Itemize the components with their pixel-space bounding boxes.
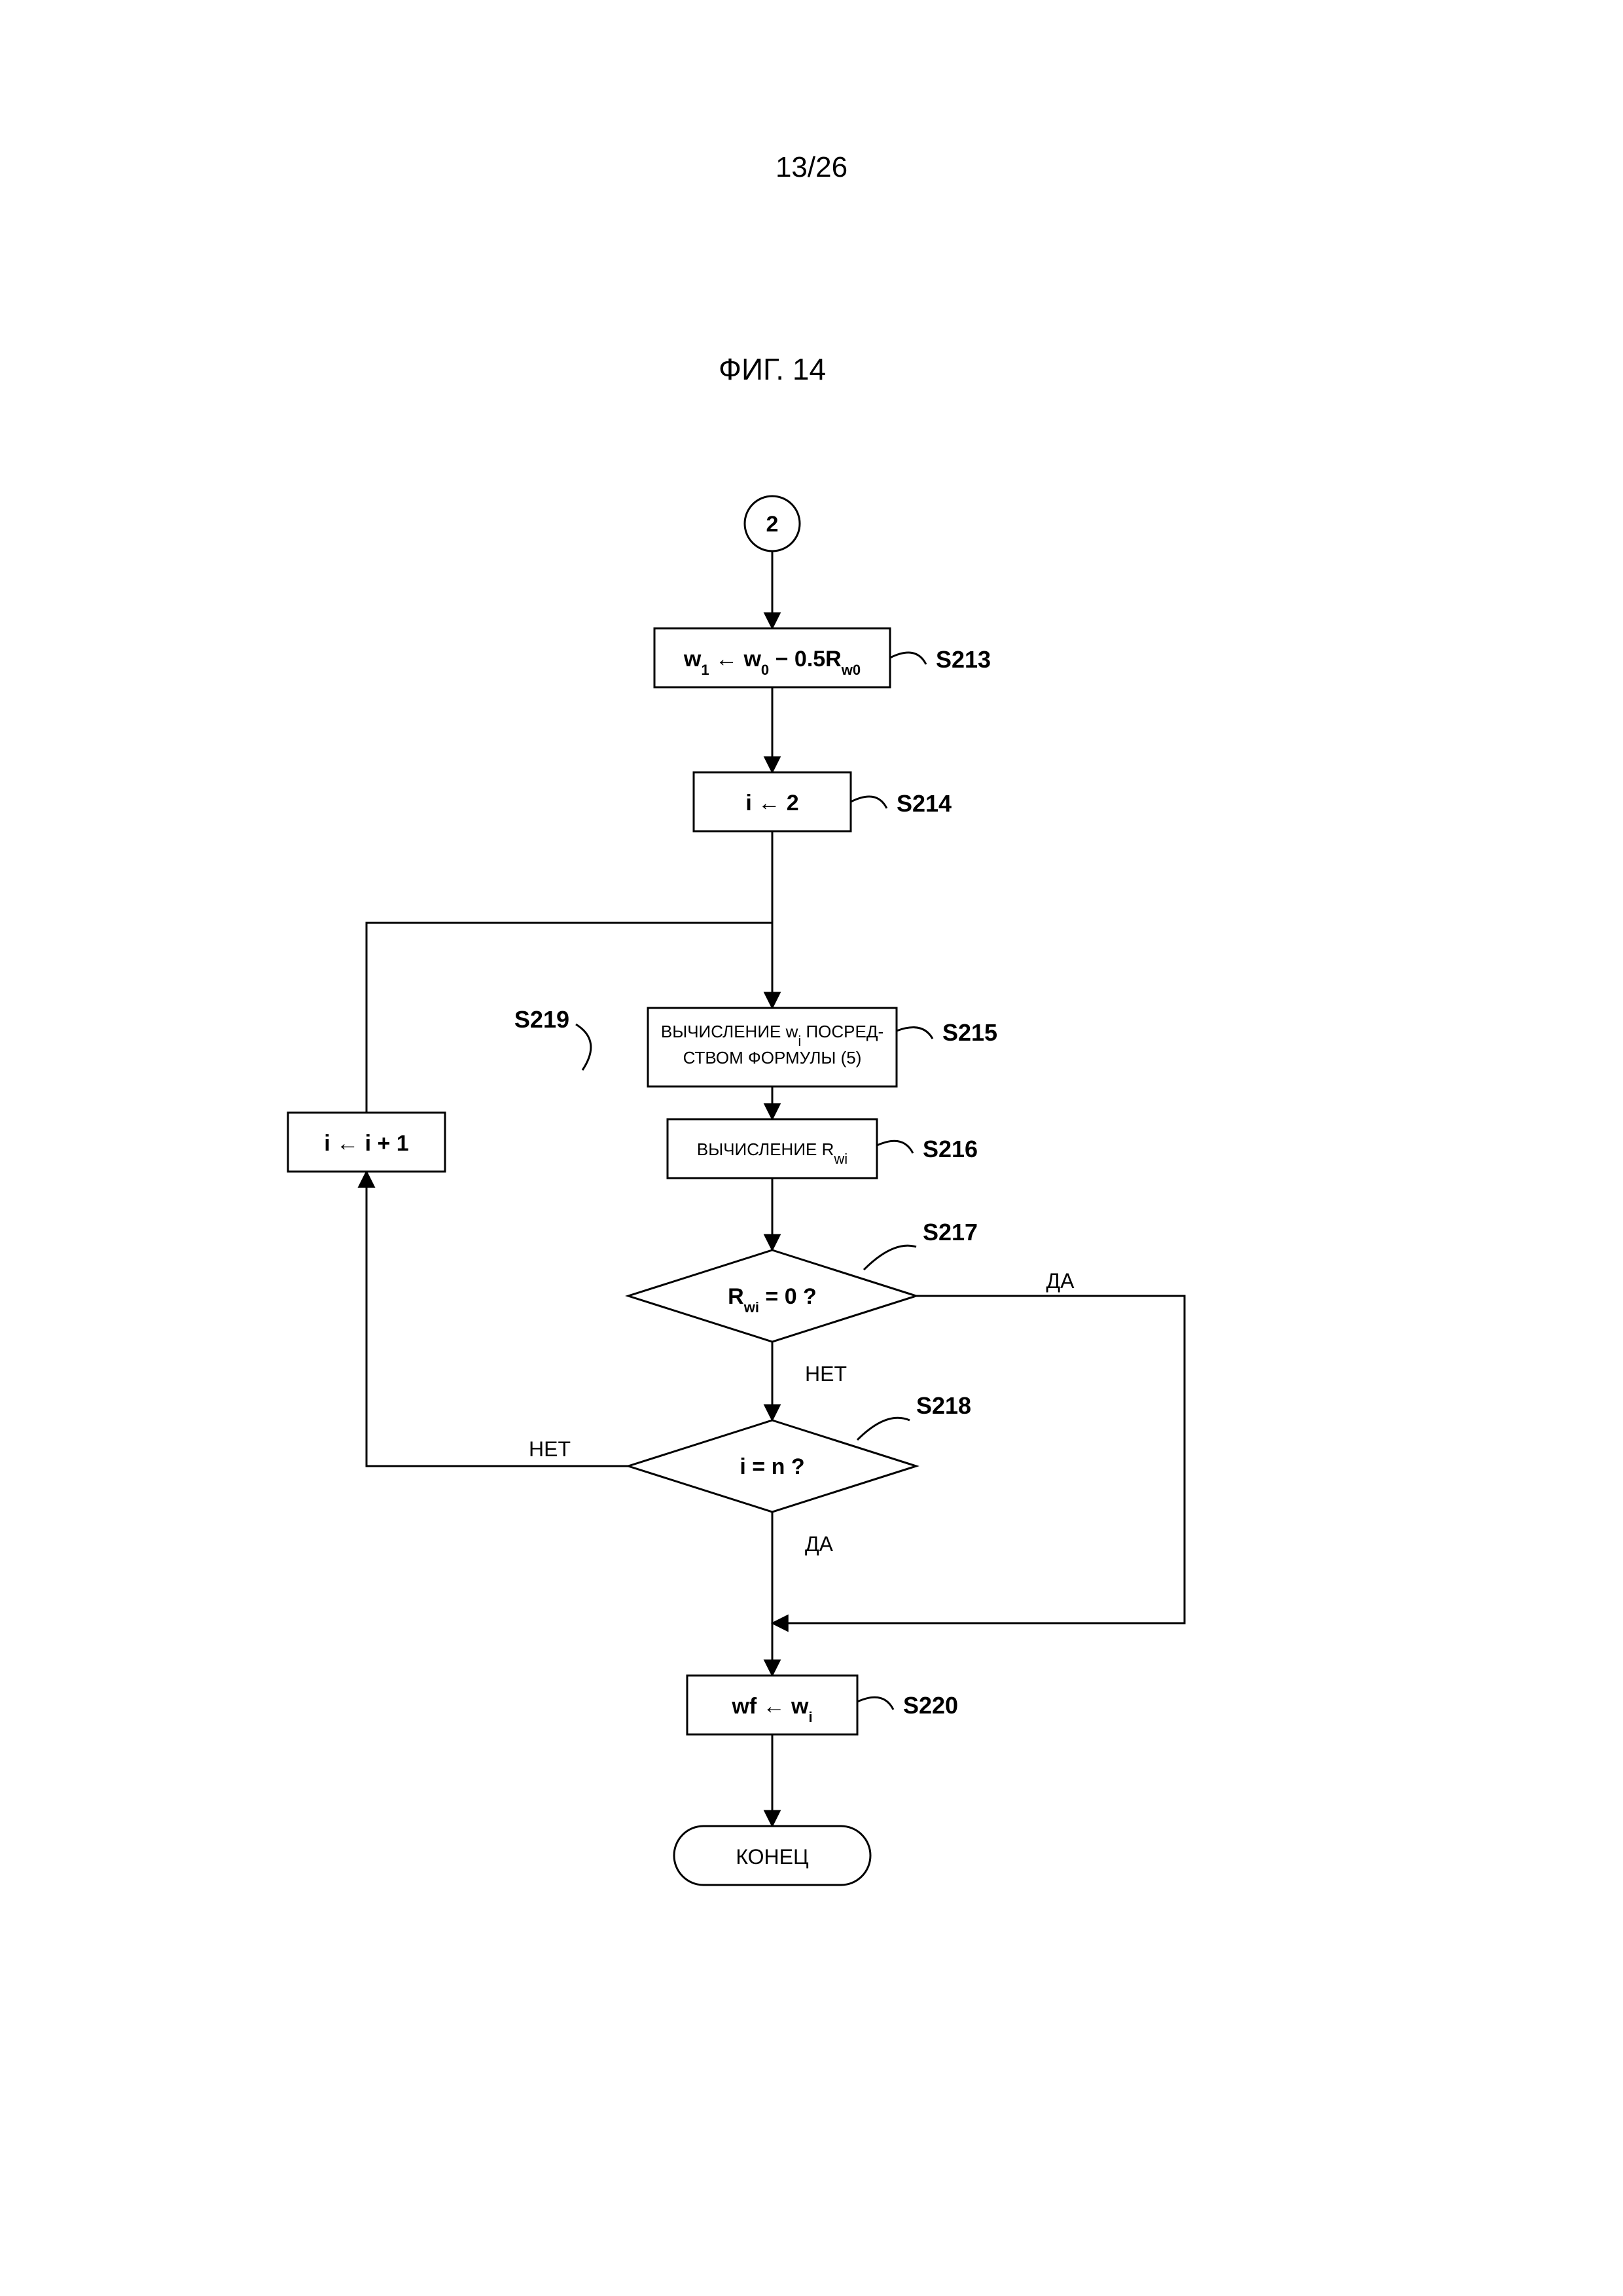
node-s216: ВЫЧИСЛЕНИЕ Rwi [668, 1119, 877, 1178]
node-s214-text: i ← 2 [745, 791, 798, 816]
leader-s214 [851, 797, 887, 808]
leader-s213 [890, 653, 926, 664]
node-s215: ВЫЧИСЛЕНИЕ wi ПОСРЕД- СТВОМ ФОРМУЛЫ (5) [648, 1008, 897, 1086]
leader-s218 [857, 1418, 910, 1440]
label-s213: S213 [936, 646, 991, 673]
label-s215: S215 [942, 1019, 997, 1046]
label-s214: S214 [897, 790, 952, 817]
branch-s218-yes: ДА [805, 1532, 834, 1556]
connector-node: 2 [745, 496, 800, 551]
node-s219-text: i ← i + 1 [324, 1131, 408, 1156]
node-end: КОНЕЦ [674, 1826, 870, 1885]
node-s218: i = n ? [628, 1420, 916, 1512]
label-s220: S220 [903, 1692, 958, 1719]
branch-s218-no: НЕТ [529, 1437, 571, 1461]
label-s216: S216 [923, 1136, 978, 1162]
connector-label: 2 [766, 512, 779, 537]
node-s219: i ← i + 1 [288, 1113, 445, 1172]
leader-s219 [576, 1024, 591, 1070]
label-s219: S219 [514, 1006, 569, 1033]
leader-s215 [897, 1028, 933, 1039]
label-s217: S217 [923, 1219, 978, 1246]
node-s214: i ← 2 [694, 772, 851, 831]
label-s218: S218 [916, 1392, 971, 1419]
figure-title: ФИГ. 14 [719, 352, 826, 386]
page-number: 13/26 [776, 151, 847, 183]
leader-s216 [877, 1141, 913, 1153]
branch-s217-yes: ДА [1046, 1269, 1075, 1293]
node-s218-text: i = n ? [740, 1454, 804, 1479]
node-end-text: КОНЕЦ [736, 1845, 809, 1869]
edge-s218-no [366, 1172, 628, 1466]
branch-s217-no: НЕТ [805, 1362, 847, 1386]
node-s215-text2: СТВОМ ФОРМУЛЫ (5) [683, 1048, 862, 1067]
leader-s217 [864, 1246, 916, 1270]
leader-s220 [857, 1697, 893, 1710]
node-s213: w1 ← w0 − 0.5Rw0 [654, 628, 890, 687]
node-s220: wf ← wi [687, 1676, 857, 1734]
node-s217: Rwi = 0 ? [628, 1250, 916, 1342]
